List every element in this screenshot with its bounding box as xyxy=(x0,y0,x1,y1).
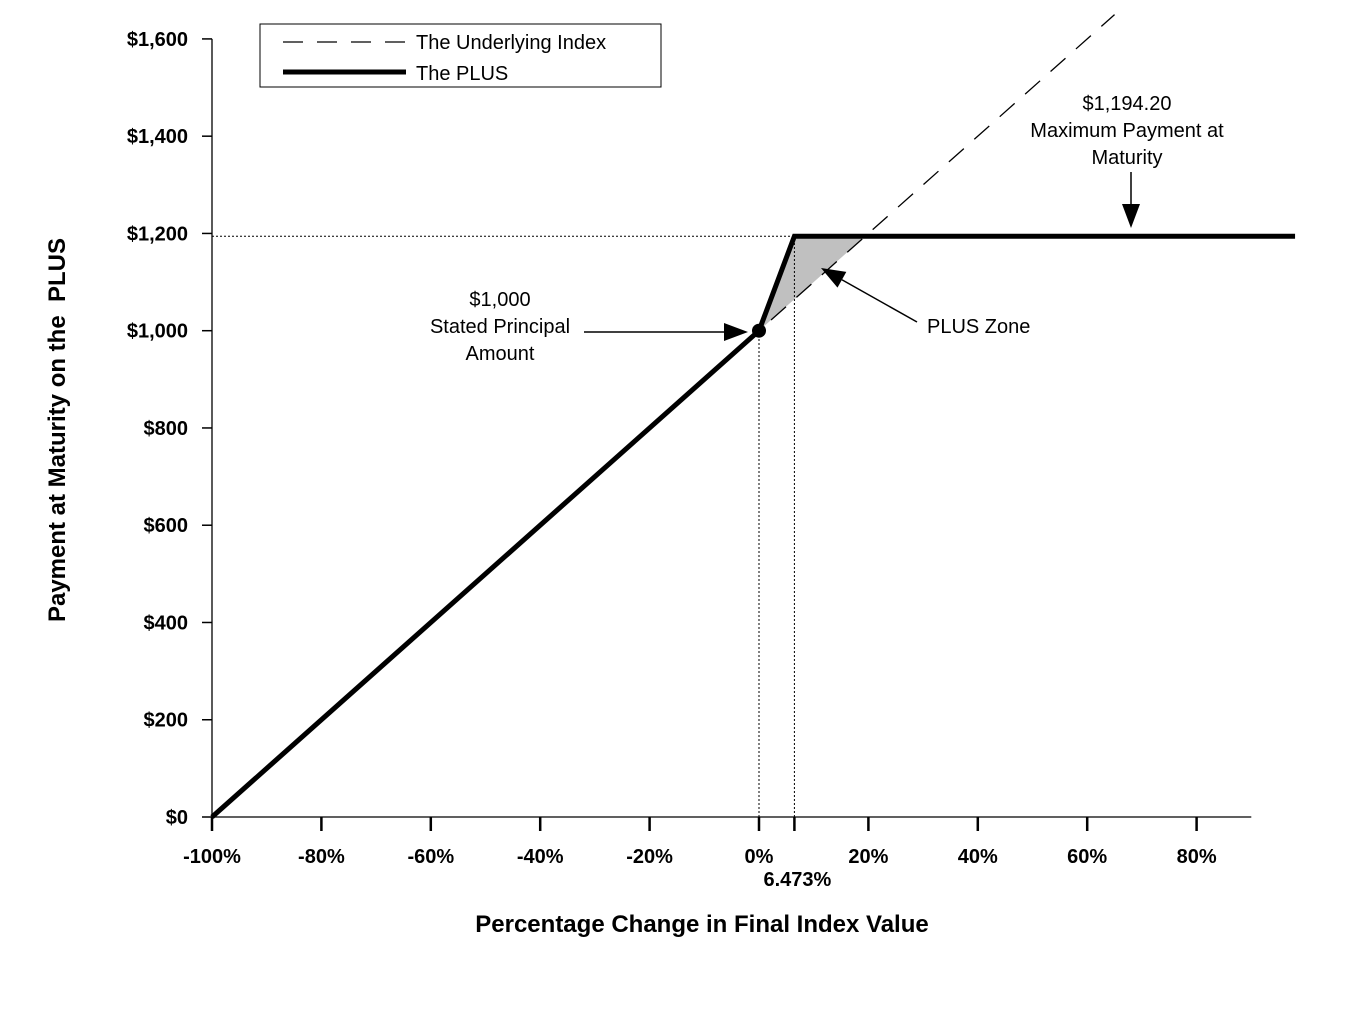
x-axis-title: Percentage Change in Final Index Value xyxy=(475,911,928,938)
x-tick-label: -80% xyxy=(298,846,345,868)
axes: $0 $200 $400 $600 $800 $1,000 $1,200 $1,400 $1,6… xyxy=(127,29,1252,891)
x-tick-label: 60% xyxy=(1067,846,1107,868)
plus-zone-arrow-shaft xyxy=(841,279,918,323)
x-tick-label: -40% xyxy=(517,846,564,868)
y-axis-title: Payment at Maturity on the PLUS xyxy=(44,238,71,622)
x-tick-label: 40% xyxy=(958,846,998,868)
principal-arrow-head xyxy=(724,323,748,341)
y-tick-label: $1,600 xyxy=(127,29,188,51)
y-tick-label: $400 xyxy=(144,612,189,634)
x-tick-label: -60% xyxy=(407,846,454,868)
series-lines xyxy=(210,14,1296,819)
plus-zone-label: PLUS Zone xyxy=(927,316,1030,338)
y-tick-label: $1,400 xyxy=(127,126,188,148)
max-payment-arrow-head xyxy=(1122,204,1140,228)
y-tick-label: $800 xyxy=(144,418,189,440)
y-tick-label: $200 xyxy=(144,710,189,732)
annotations: $1,194.20 Maximum Payment at Maturity $1,00… xyxy=(430,93,1224,365)
y-tick-label: $1,200 xyxy=(127,223,188,245)
x-tick-label: 20% xyxy=(848,846,888,868)
legend-label-underlying: The Underlying Index xyxy=(416,32,606,54)
legend-label-plus: The PLUS xyxy=(416,63,508,85)
principal-label-line-0: $1,000 xyxy=(469,289,530,311)
x-tick-label-cap: 6.473% xyxy=(763,869,831,891)
x-tick-label: 80% xyxy=(1177,846,1217,868)
plus-zone-arrow-head xyxy=(821,268,847,288)
x-tick-label: -100% xyxy=(183,846,241,868)
legend: The Underlying Index The PLUS xyxy=(259,23,662,88)
x-tick-label: 0% xyxy=(745,846,774,868)
max-payment-label-line-0: $1,194.20 xyxy=(1083,93,1172,115)
x-tick-label: -20% xyxy=(626,846,673,868)
y-tick-label: $1,000 xyxy=(127,321,188,343)
y-tick-label: $600 xyxy=(144,515,189,537)
principal-marker xyxy=(752,323,766,338)
principal-label-line-1: Stated Principal xyxy=(430,316,570,338)
plus-payoff-line xyxy=(210,233,1296,819)
max-payment-label-line-2: Maturity xyxy=(1091,147,1162,169)
max-payment-label-line-1: Maximum Payment at xyxy=(1030,120,1224,142)
reference-lines xyxy=(212,235,795,817)
y-tick-label: $0 xyxy=(166,807,188,829)
principal-label-line-2: Amount xyxy=(466,343,535,365)
legend-box xyxy=(259,23,662,88)
